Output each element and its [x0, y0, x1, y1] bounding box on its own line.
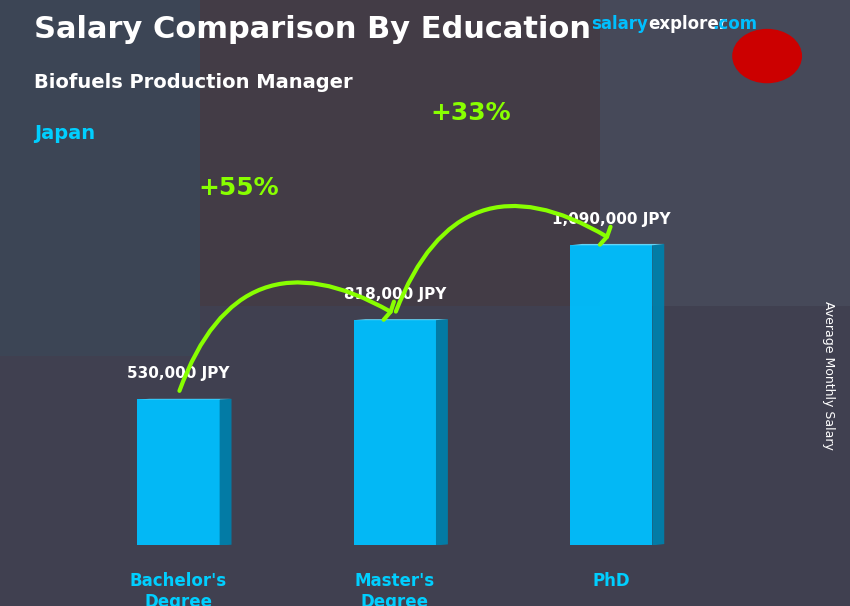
- Text: Japan: Japan: [34, 124, 95, 143]
- Bar: [0, 0, 200, 356]
- Text: Salary Comparison By Education: Salary Comparison By Education: [34, 15, 591, 44]
- Polygon shape: [570, 244, 664, 245]
- Polygon shape: [138, 399, 219, 545]
- Bar: [200, 0, 600, 306]
- Text: Biofuels Production Manager: Biofuels Production Manager: [34, 73, 353, 92]
- Polygon shape: [219, 399, 231, 545]
- Text: PhD: PhD: [592, 573, 630, 590]
- Polygon shape: [354, 320, 436, 545]
- Polygon shape: [436, 319, 448, 545]
- Text: 1,090,000 JPY: 1,090,000 JPY: [552, 212, 671, 227]
- Text: 818,000 JPY: 818,000 JPY: [343, 287, 446, 302]
- Text: Bachelor's
Degree: Bachelor's Degree: [130, 573, 227, 606]
- Bar: [600, 0, 850, 306]
- Text: explorer: explorer: [649, 15, 728, 33]
- Text: +33%: +33%: [430, 101, 511, 125]
- Text: Master's
Degree: Master's Degree: [354, 573, 435, 606]
- Text: salary: salary: [591, 15, 648, 33]
- Polygon shape: [570, 245, 652, 545]
- Circle shape: [733, 30, 802, 82]
- Text: .com: .com: [712, 15, 757, 33]
- Text: +55%: +55%: [199, 176, 280, 200]
- Text: 530,000 JPY: 530,000 JPY: [128, 367, 230, 381]
- Text: Average Monthly Salary: Average Monthly Salary: [822, 301, 836, 450]
- Polygon shape: [354, 319, 448, 320]
- Polygon shape: [652, 244, 664, 545]
